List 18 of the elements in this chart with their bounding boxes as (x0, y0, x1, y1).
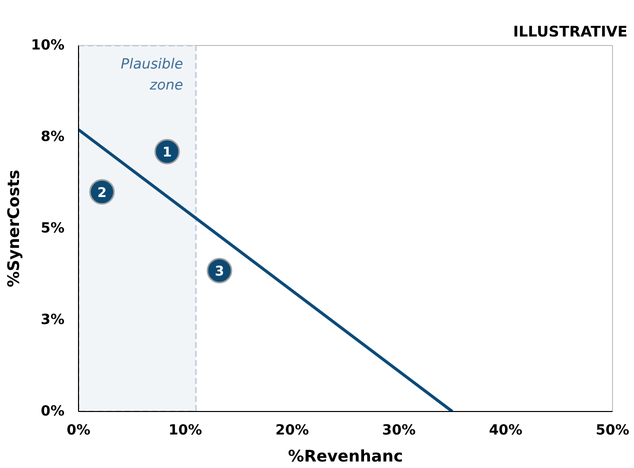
y-tick-label: 0% (40, 404, 65, 420)
y-tick-label: 3% (40, 312, 65, 328)
x-tick-label: 20% (275, 422, 309, 438)
x-tick-label: 50% (596, 422, 630, 438)
annotation: 1 (162, 146, 172, 161)
x-tick-label: 10% (168, 422, 202, 438)
band-label: Plausible zone (120, 56, 184, 94)
y-tick-label: 5% (40, 220, 65, 236)
annotation: 3 (214, 264, 224, 280)
x-axis-title: %Revenhanc (288, 446, 403, 466)
x-tick-label: 40% (488, 422, 522, 438)
y-tick-label: 8% (40, 129, 65, 145)
x-tick-label: 30% (382, 422, 416, 438)
y-axis-title: %SynerCosts (4, 170, 23, 288)
text: ILLUSTRATIVE (513, 24, 628, 40)
y-tick-label: 10% (30, 38, 65, 54)
annotation: 2 (97, 186, 107, 201)
x-tick-label: 0% (66, 422, 90, 438)
